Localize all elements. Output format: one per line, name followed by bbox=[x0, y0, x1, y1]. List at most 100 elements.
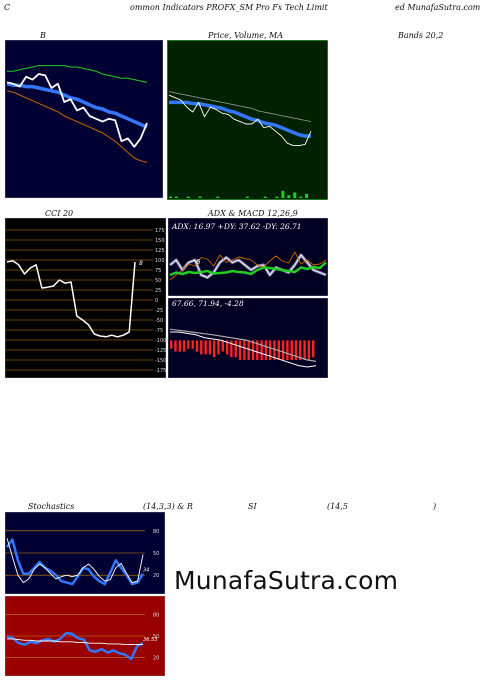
rsi-tick-label: 20 bbox=[153, 656, 159, 662]
rsi-signal-line bbox=[7, 638, 143, 646]
macd-histogram-bar bbox=[217, 340, 220, 355]
volume-bar bbox=[245, 196, 249, 198]
macd-histogram-bar bbox=[243, 340, 246, 360]
rsi-panel: 80 50 20 36.53 bbox=[5, 596, 165, 676]
macd-lines bbox=[169, 328, 317, 368]
cci-tick-label: 0 bbox=[155, 298, 158, 304]
price-ma-line bbox=[169, 100, 311, 138]
macd-histogram-bar bbox=[286, 340, 289, 360]
stoch-main-line bbox=[5, 538, 145, 586]
macd-histogram-bar bbox=[303, 340, 306, 360]
macd-histogram-bar bbox=[174, 340, 177, 352]
macd-histogram-bar bbox=[273, 340, 276, 360]
macd-histogram-bar bbox=[290, 340, 293, 360]
bollinger-panel bbox=[5, 40, 163, 198]
adx-panel: 6 ADX: 16.97 +DY: 37.62 -DY: 26.71 bbox=[168, 218, 328, 296]
adx-line bbox=[169, 261, 327, 277]
macd-histogram-bar bbox=[187, 340, 190, 349]
title-bollinger: B bbox=[40, 31, 46, 40]
title-adx-macd: ADX & MACD 12,26,9 bbox=[208, 209, 298, 218]
stoch-tick-label: 20 bbox=[153, 573, 159, 579]
rsi-main-line bbox=[6, 631, 144, 661]
macd-histogram-bar bbox=[221, 340, 224, 352]
volume-bar bbox=[299, 196, 303, 198]
cci-tick-label: -125 bbox=[155, 348, 166, 354]
macd-histogram-bar bbox=[260, 340, 263, 360]
cci-tick-label: -25 bbox=[155, 308, 163, 314]
adx-minus-di-line bbox=[169, 254, 327, 278]
stoch-tick-label: 80 bbox=[153, 529, 159, 535]
volume-bar bbox=[169, 196, 172, 198]
volume-bar bbox=[281, 191, 285, 198]
cci-tick-label: 50 bbox=[155, 278, 161, 284]
macd-histogram-bar bbox=[307, 340, 311, 360]
adx-plus-di-line bbox=[169, 251, 327, 281]
macd-histogram-bar bbox=[256, 340, 259, 360]
price-ma-long-line bbox=[168, 91, 312, 122]
cci-tick-label: -75 bbox=[155, 328, 163, 334]
volume-bar bbox=[275, 196, 279, 198]
cci-tick-label: 125 bbox=[155, 248, 165, 254]
rsi-tick-label: 50 bbox=[153, 634, 159, 640]
cci-tick-label: 25 bbox=[155, 288, 161, 294]
price-line bbox=[168, 94, 312, 147]
bollinger-background bbox=[5, 40, 163, 198]
macd-histogram-bar bbox=[178, 340, 181, 352]
volume-bar bbox=[216, 196, 220, 198]
title-price-ma: Price, Volume, MA bbox=[208, 31, 284, 40]
macd-histogram bbox=[170, 340, 315, 360]
macd-histogram-bar bbox=[238, 340, 242, 360]
bb-lower-band-line bbox=[6, 90, 148, 163]
bb-middle-band-line bbox=[6, 82, 148, 129]
cci-end-label: 8 bbox=[139, 260, 143, 267]
macd-histogram-bar bbox=[264, 340, 268, 360]
macd-histogram-bar bbox=[191, 340, 194, 349]
volume-bar bbox=[305, 193, 309, 198]
macd-values: 67.66, 71.94, -4.28 bbox=[172, 299, 244, 308]
macd-histogram-bar bbox=[204, 340, 207, 355]
cci-tick-label: -150 bbox=[155, 358, 166, 364]
volume-bar bbox=[198, 196, 202, 198]
rsi-lines: 36.53 bbox=[6, 631, 157, 661]
macd-histogram-bar bbox=[281, 340, 285, 360]
macd-histogram-bar bbox=[234, 340, 237, 358]
macd-histogram-bar bbox=[170, 340, 173, 349]
title-rsi-close: ) bbox=[433, 502, 437, 511]
volume-bar bbox=[174, 196, 178, 198]
adx-values: ADX: 16.97 +DY: 37.62 -DY: 26.71 bbox=[171, 222, 302, 231]
rsi-end-label: 36.53 bbox=[143, 637, 157, 643]
adx-lines: 6 bbox=[169, 251, 327, 281]
stochastics-grid: 80 50 20 bbox=[5, 529, 159, 579]
macd-histogram-bar bbox=[230, 340, 233, 358]
macd-histogram-bar bbox=[200, 340, 203, 355]
cci-tick-label: -50 bbox=[155, 318, 163, 324]
macd-histogram-bar bbox=[213, 340, 216, 358]
macd-histogram-bar bbox=[208, 340, 212, 355]
volume-bar bbox=[293, 192, 297, 198]
cci-grid: 175 150 125 100 75 50 25 0 -25 -50 -75 -100 -125 -150… bbox=[5, 228, 166, 374]
macd-background bbox=[168, 298, 328, 378]
stoch-tick-label: 50 bbox=[153, 551, 159, 557]
macd-histogram-bar bbox=[195, 340, 199, 352]
macd-histogram-bar bbox=[182, 340, 186, 352]
watermark: MunafaSutra.com bbox=[174, 566, 399, 595]
macd-histogram-bar bbox=[269, 340, 272, 360]
stochastics-panel: 80 50 20 34 bbox=[5, 512, 165, 594]
cci-tick-label: 175 bbox=[155, 228, 165, 234]
title-stoch-params: (14,3,3) & R bbox=[143, 502, 193, 511]
macd-histogram-bar bbox=[247, 340, 250, 360]
header-right: ed MunafaSutra.com bbox=[395, 3, 481, 12]
cci-tick-label: -175 bbox=[155, 368, 166, 374]
rsi-tick-label: 80 bbox=[153, 612, 159, 618]
macd-line bbox=[170, 331, 317, 368]
adx-label: 6 bbox=[196, 258, 201, 266]
cci-tick-label: -100 bbox=[155, 338, 166, 344]
cci-background bbox=[5, 218, 166, 378]
price-lines bbox=[168, 91, 312, 147]
volume-bar bbox=[287, 195, 291, 198]
volume-bar bbox=[186, 196, 190, 198]
cci-tick-label: 75 bbox=[155, 268, 161, 274]
stoch-end-label: 34 bbox=[143, 568, 149, 574]
volume-bars bbox=[169, 191, 309, 198]
rsi-grid: 80 50 20 bbox=[5, 612, 159, 662]
